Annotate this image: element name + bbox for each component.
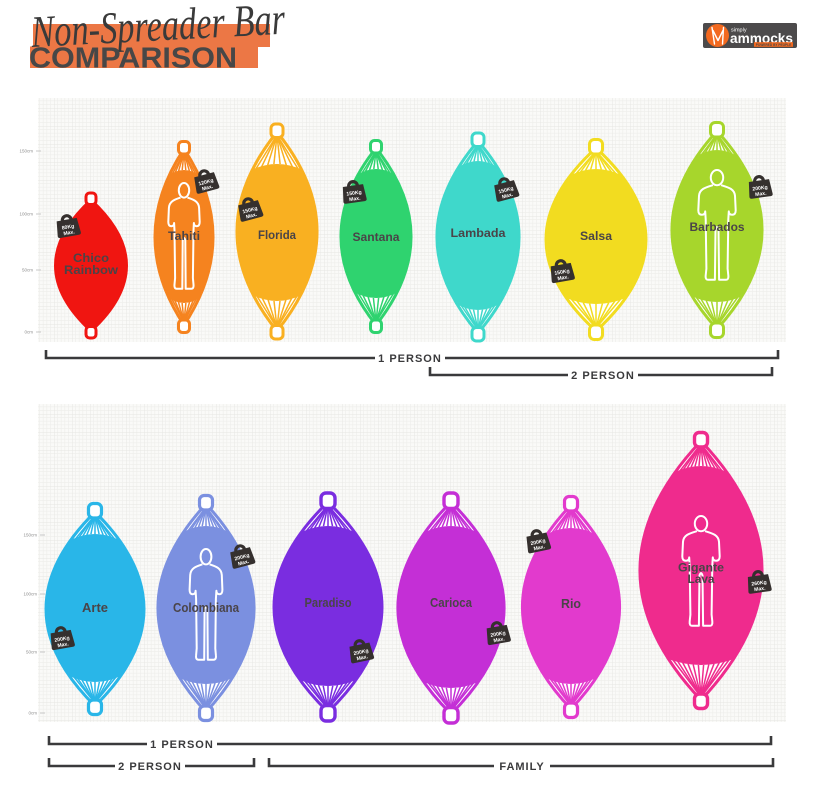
svg-text:Rio: Rio	[561, 596, 581, 611]
svg-text:200Kg: 200Kg	[234, 553, 250, 563]
svg-text:Barbados: Barbados	[690, 220, 745, 234]
svg-text:Max.: Max.	[557, 274, 570, 282]
svg-text:Max.: Max.	[201, 184, 214, 193]
svg-text:1 PERSON: 1 PERSON	[150, 739, 214, 751]
svg-text:Max.: Max.	[63, 229, 76, 237]
svg-text:simply: simply	[731, 28, 747, 34]
svg-text:0cm: 0cm	[24, 330, 33, 335]
svg-text:120Kg: 120Kg	[198, 178, 214, 188]
svg-text:Max.: Max.	[754, 585, 767, 593]
svg-text:200Kg: 200Kg	[353, 648, 369, 657]
svg-text:Rainbow: Rainbow	[64, 263, 119, 277]
svg-text:50cm: 50cm	[22, 268, 33, 273]
svg-text:Carioca: Carioca	[430, 595, 473, 610]
svg-text:Arte: Arte	[82, 600, 108, 615]
svg-text:Gigante: Gigante	[678, 561, 724, 575]
svg-text:FAMILY: FAMILY	[499, 761, 544, 773]
svg-text:150Kg: 150Kg	[346, 190, 362, 198]
svg-text:50cm: 50cm	[26, 650, 37, 655]
svg-text:Max.: Max.	[755, 190, 768, 198]
svg-text:150cm: 150cm	[19, 149, 33, 154]
svg-text:200Kg: 200Kg	[530, 538, 546, 547]
svg-text:POWERED BY PEOPLE: POWERED BY PEOPLE	[756, 43, 792, 47]
svg-text:Max.: Max.	[356, 654, 369, 662]
svg-text:200Kg: 200Kg	[752, 185, 768, 193]
svg-text:260Kg: 260Kg	[751, 580, 767, 588]
svg-text:Max.: Max.	[533, 544, 546, 552]
svg-text:Paradiso: Paradiso	[305, 595, 352, 610]
svg-text:Colombiana: Colombiana	[173, 600, 240, 615]
svg-text:150Kg: 150Kg	[242, 206, 258, 216]
svg-text:2 PERSON: 2 PERSON	[118, 761, 182, 773]
svg-text:COMPARISON: COMPARISON	[29, 43, 237, 75]
svg-text:200Kg: 200Kg	[54, 635, 70, 644]
svg-text:Max.: Max.	[237, 559, 250, 568]
svg-text:200Kg: 200Kg	[490, 630, 506, 639]
svg-text:Lava: Lava	[688, 572, 715, 586]
svg-text:Tahiti: Tahiti	[168, 229, 200, 243]
svg-text:Lambada: Lambada	[451, 226, 506, 240]
svg-text:150Kg: 150Kg	[554, 268, 570, 277]
svg-text:2 PERSON: 2 PERSON	[571, 370, 635, 382]
svg-text:150Kg: 150Kg	[498, 186, 514, 196]
svg-text:Max.: Max.	[501, 192, 514, 201]
svg-text:Florida: Florida	[258, 228, 296, 242]
svg-text:150cm: 150cm	[23, 533, 37, 538]
svg-text:0cm: 0cm	[28, 711, 37, 716]
svg-text:1 PERSON: 1 PERSON	[378, 353, 442, 365]
svg-text:Chico: Chico	[73, 251, 109, 265]
svg-text:Max.: Max.	[349, 195, 362, 203]
svg-text:Max.: Max.	[57, 641, 70, 649]
svg-text:Max.: Max.	[245, 212, 258, 221]
svg-text:Max.: Max.	[493, 636, 506, 644]
svg-text:Santana: Santana	[353, 230, 400, 244]
svg-text:100cm: 100cm	[23, 592, 37, 597]
svg-text:Salsa: Salsa	[580, 229, 612, 243]
svg-text:100cm: 100cm	[19, 212, 33, 217]
svg-text:80Kg: 80Kg	[61, 224, 74, 232]
